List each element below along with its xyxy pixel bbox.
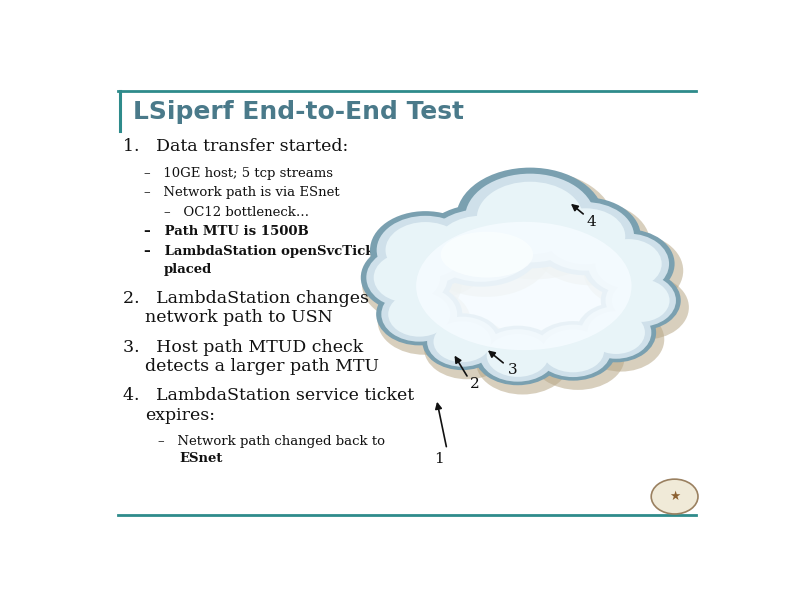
Ellipse shape [588,234,669,294]
Text: 2: 2 [470,377,480,391]
Text: ★: ★ [669,490,680,503]
Ellipse shape [366,248,448,308]
Text: LSiperf End-to-End Test: LSiperf End-to-End Test [133,100,464,124]
Text: –   LambdaStation openSvcTicket is: – LambdaStation openSvcTicket is [144,245,406,258]
Ellipse shape [388,292,450,337]
Ellipse shape [374,253,440,302]
Ellipse shape [386,222,465,278]
Ellipse shape [422,314,503,370]
Ellipse shape [419,204,542,287]
Ellipse shape [381,287,457,342]
Ellipse shape [456,168,603,268]
Text: –   10GE host; 5 tcp streams: – 10GE host; 5 tcp streams [144,167,333,180]
Text: placed: placed [164,263,212,276]
Text: –   Network path changed back to: – Network path changed back to [158,434,385,447]
Ellipse shape [545,208,625,264]
Ellipse shape [582,230,675,298]
Text: –   Path MTU is 1500B: – Path MTU is 1500B [144,226,308,238]
Text: 4.   LambdaStation service ticket: 4. LambdaStation service ticket [122,387,414,404]
Ellipse shape [530,321,616,381]
Ellipse shape [371,215,490,299]
Text: 3.   Host path MTUD check: 3. Host path MTUD check [122,339,363,356]
Circle shape [651,479,698,514]
Ellipse shape [465,174,595,262]
Ellipse shape [487,334,549,377]
Ellipse shape [606,274,676,327]
Text: 3: 3 [508,363,518,377]
Ellipse shape [362,248,461,321]
Ellipse shape [584,234,683,308]
Ellipse shape [578,307,665,372]
Ellipse shape [531,325,625,390]
Ellipse shape [530,198,641,275]
Ellipse shape [542,330,604,372]
Ellipse shape [360,243,453,312]
Text: detects a larger path MTU: detects a larger path MTU [145,358,380,375]
Ellipse shape [596,239,661,289]
Text: network path to USN: network path to USN [145,309,333,327]
Ellipse shape [455,170,615,279]
Text: 2.   LambdaStation changes: 2. LambdaStation changes [122,290,368,306]
Ellipse shape [477,181,583,254]
Ellipse shape [537,202,634,271]
Ellipse shape [535,325,611,377]
Ellipse shape [476,330,569,394]
Ellipse shape [475,325,561,385]
Ellipse shape [426,209,535,282]
Ellipse shape [434,321,491,362]
Ellipse shape [437,216,525,275]
Ellipse shape [378,287,471,355]
Ellipse shape [581,306,651,359]
Ellipse shape [576,303,656,362]
Ellipse shape [424,318,511,379]
Ellipse shape [588,311,645,354]
Ellipse shape [376,283,462,345]
Text: expires:: expires: [145,406,215,424]
Ellipse shape [441,231,533,277]
Ellipse shape [370,211,481,289]
Ellipse shape [419,208,552,297]
Ellipse shape [480,329,556,381]
Ellipse shape [416,222,631,350]
Text: 1.   Data transfer started:: 1. Data transfer started: [122,139,348,155]
Text: ESnet: ESnet [179,452,222,465]
Ellipse shape [427,317,498,367]
Ellipse shape [530,201,650,285]
Ellipse shape [376,216,474,284]
Ellipse shape [612,279,669,322]
Text: –   Network path is via ESnet: – Network path is via ESnet [144,186,339,199]
Ellipse shape [601,271,680,330]
Ellipse shape [603,275,689,340]
Text: 1: 1 [434,452,444,465]
Text: –   OC12 bottleneck…: – OC12 bottleneck… [164,205,309,218]
Text: 4: 4 [587,215,596,228]
